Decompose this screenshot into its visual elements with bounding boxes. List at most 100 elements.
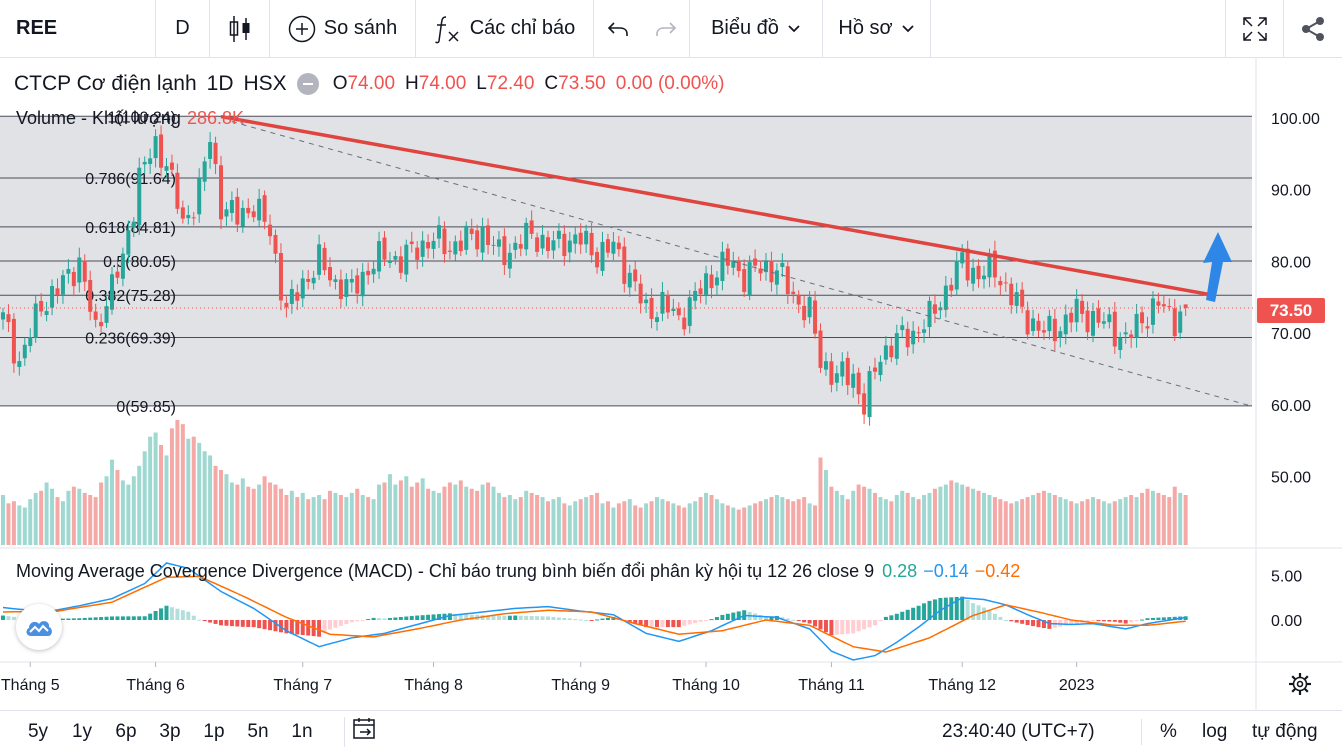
candle-body	[507, 252, 512, 269]
macd-histogram-bar	[409, 616, 414, 620]
macd-histogram-bar	[818, 620, 823, 630]
macd-histogram-bar	[829, 620, 834, 636]
range-6m[interactable]: 6p	[115, 721, 137, 742]
profile-menu-button[interactable]: Hồ sơ	[823, 0, 931, 57]
macd-histogram-bar	[671, 620, 676, 628]
candle-body	[992, 250, 997, 278]
candle-body	[148, 158, 153, 165]
volume-bar	[1183, 495, 1188, 545]
range-1m[interactable]: 1p	[203, 721, 225, 742]
range-5y[interactable]: 5y	[27, 721, 49, 742]
candle-body	[60, 275, 65, 295]
chevron-down-icon	[787, 24, 801, 34]
fib-level-label: 0.786(91.64)	[85, 171, 176, 188]
macd-histogram-bar	[496, 615, 501, 620]
candle-body	[338, 279, 343, 300]
chart-menu-button[interactable]: Biểu đồ	[690, 0, 823, 57]
macd-histogram-bar	[605, 617, 610, 620]
volume-bar	[1074, 503, 1079, 545]
macd-histogram-bar	[1101, 620, 1106, 622]
candle-body	[1145, 326, 1150, 329]
candle-body	[1036, 320, 1041, 331]
volume-bar	[704, 492, 709, 545]
volume-bar	[676, 505, 681, 545]
candle-body	[1178, 311, 1183, 333]
candle-body	[862, 393, 867, 415]
candle-body	[77, 257, 82, 283]
price-axis-tick: 60.00	[1271, 398, 1311, 415]
chart-style-button[interactable]	[210, 0, 270, 57]
range-1y[interactable]: 1y	[71, 721, 93, 742]
cloud-logo-icon[interactable]	[16, 604, 62, 650]
macd-histogram-bar	[1140, 619, 1145, 621]
interval-button[interactable]: D	[156, 0, 210, 57]
range-5d[interactable]: 5n	[247, 721, 269, 742]
candle-body	[382, 237, 387, 260]
candle-body	[142, 161, 147, 165]
volume-bar	[491, 486, 496, 545]
volume-bar	[829, 486, 834, 545]
macd-histogram-bar	[360, 620, 365, 621]
candle-body	[638, 283, 643, 304]
top-toolbar: REE D So sánh Các chỉ báo	[0, 0, 1342, 58]
percent-toggle[interactable]: %	[1160, 721, 1177, 742]
macd-histogram-bar	[142, 616, 147, 620]
bottom-bar: 5y 1y 6p 3p 1p 5n 1n 23:40:40 (UTC+7) % …	[0, 710, 1342, 753]
volume-bar	[202, 451, 207, 545]
macd-histogram-bar	[1112, 620, 1117, 622]
candle-body	[333, 279, 338, 282]
candle-body	[965, 248, 970, 281]
compare-button[interactable]: So sánh	[270, 0, 416, 57]
clock-label[interactable]: 23:40:40 (UTC+7)	[942, 721, 1095, 742]
symbol-search[interactable]: REE	[0, 0, 156, 57]
fullscreen-icon	[1241, 15, 1269, 43]
undo-button[interactable]	[594, 0, 642, 57]
macd-histogram-bar	[633, 620, 638, 624]
macd-histogram-bar	[317, 620, 322, 637]
share-button[interactable]	[1284, 0, 1342, 57]
log-toggle[interactable]: log	[1202, 721, 1228, 742]
volume-bar	[605, 501, 610, 545]
macd-histogram-bar	[507, 615, 512, 620]
volume-bar	[99, 482, 104, 545]
chart-area[interactable]: 1(100.24) 0.786(91.64) 0.618(84.81) 0.5(80.…	[0, 58, 1342, 710]
breakout-arrow	[1203, 232, 1232, 302]
macd-histogram-bar	[764, 616, 768, 620]
hide-legend-icon[interactable]	[296, 73, 319, 95]
candle-body	[1025, 310, 1030, 335]
volume-bar	[976, 490, 981, 545]
macd-histogram-bar	[71, 618, 76, 620]
goto-date-button[interactable]	[344, 717, 384, 747]
candle-body	[115, 271, 120, 278]
fib-level-label: 0.236(69.39)	[85, 330, 176, 347]
fullscreen-button[interactable]	[1226, 0, 1284, 57]
volume-bar	[486, 482, 491, 545]
candle-body	[1101, 321, 1106, 324]
macd-histogram-bar	[714, 617, 719, 620]
candle-body	[758, 268, 763, 274]
range-3m[interactable]: 3p	[159, 721, 181, 742]
candle-body	[687, 297, 692, 326]
macd-histogram-bar	[437, 614, 441, 620]
time-axis-tick: 2023	[1059, 677, 1095, 694]
settings-gear-icon[interactable]	[1286, 670, 1314, 698]
candle-body	[1118, 337, 1123, 351]
volume-bar	[1134, 497, 1139, 545]
auto-scale-toggle[interactable]: tự động	[1252, 721, 1318, 742]
candle-body	[1063, 314, 1068, 335]
volume-bar	[556, 497, 561, 545]
candle-body	[44, 311, 49, 315]
macd-histogram-bar	[556, 617, 561, 620]
indicators-button[interactable]: Các chỉ báo	[416, 0, 594, 57]
candle-body	[110, 274, 114, 310]
macd-histogram-bar	[148, 613, 153, 620]
candle-body	[104, 306, 109, 323]
macd-histogram-bar	[1161, 617, 1166, 620]
macd-histogram-bar	[676, 620, 681, 628]
macd-histogram-bar	[164, 605, 169, 620]
candle-body	[289, 288, 294, 304]
macd-histogram-bar	[426, 614, 431, 620]
chart-canvas[interactable]: 1(100.24) 0.786(91.64) 0.618(84.81) 0.5(80.…	[0, 58, 1342, 710]
range-1d[interactable]: 1n	[291, 721, 313, 742]
redo-button[interactable]	[642, 0, 690, 57]
